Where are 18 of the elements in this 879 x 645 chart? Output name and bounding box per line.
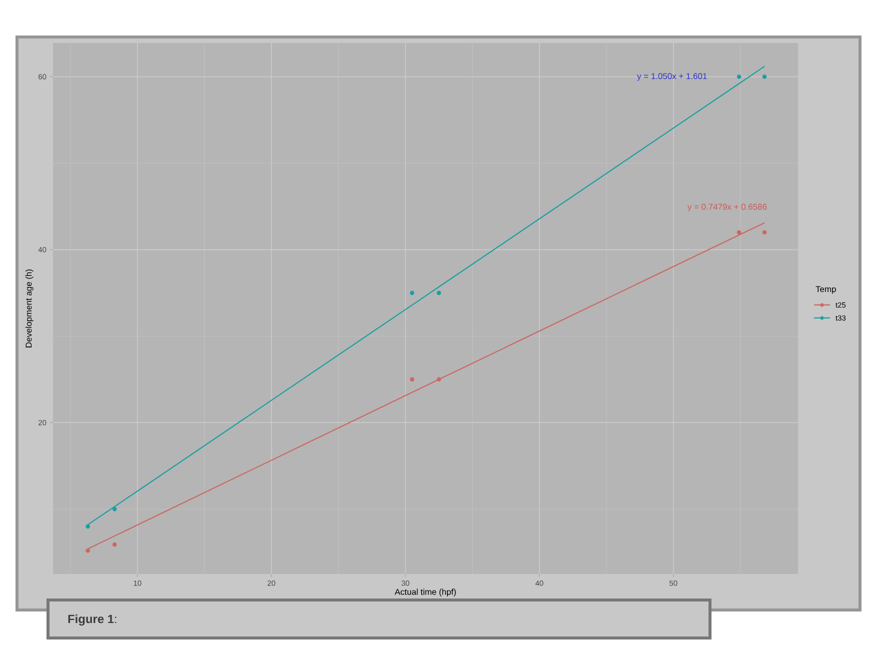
y-axis-title: Development age (h)	[25, 269, 34, 348]
annotation: y = 1.050x + 1.601	[637, 73, 707, 81]
legend-title: Temp	[816, 286, 836, 294]
point	[736, 230, 742, 235]
point	[112, 506, 117, 512]
annotation: y = 0.7479x + 0.6586	[687, 204, 767, 212]
point	[86, 548, 90, 553]
point	[436, 377, 442, 382]
point	[762, 230, 767, 235]
x-axis-title: Actual time (hpf)	[394, 588, 456, 597]
point	[112, 542, 117, 547]
text: Figure 1:	[68, 614, 116, 626]
point	[762, 74, 767, 79]
point	[436, 290, 442, 296]
point	[410, 377, 414, 382]
point	[86, 524, 90, 529]
point	[736, 74, 742, 79]
point	[410, 290, 414, 296]
